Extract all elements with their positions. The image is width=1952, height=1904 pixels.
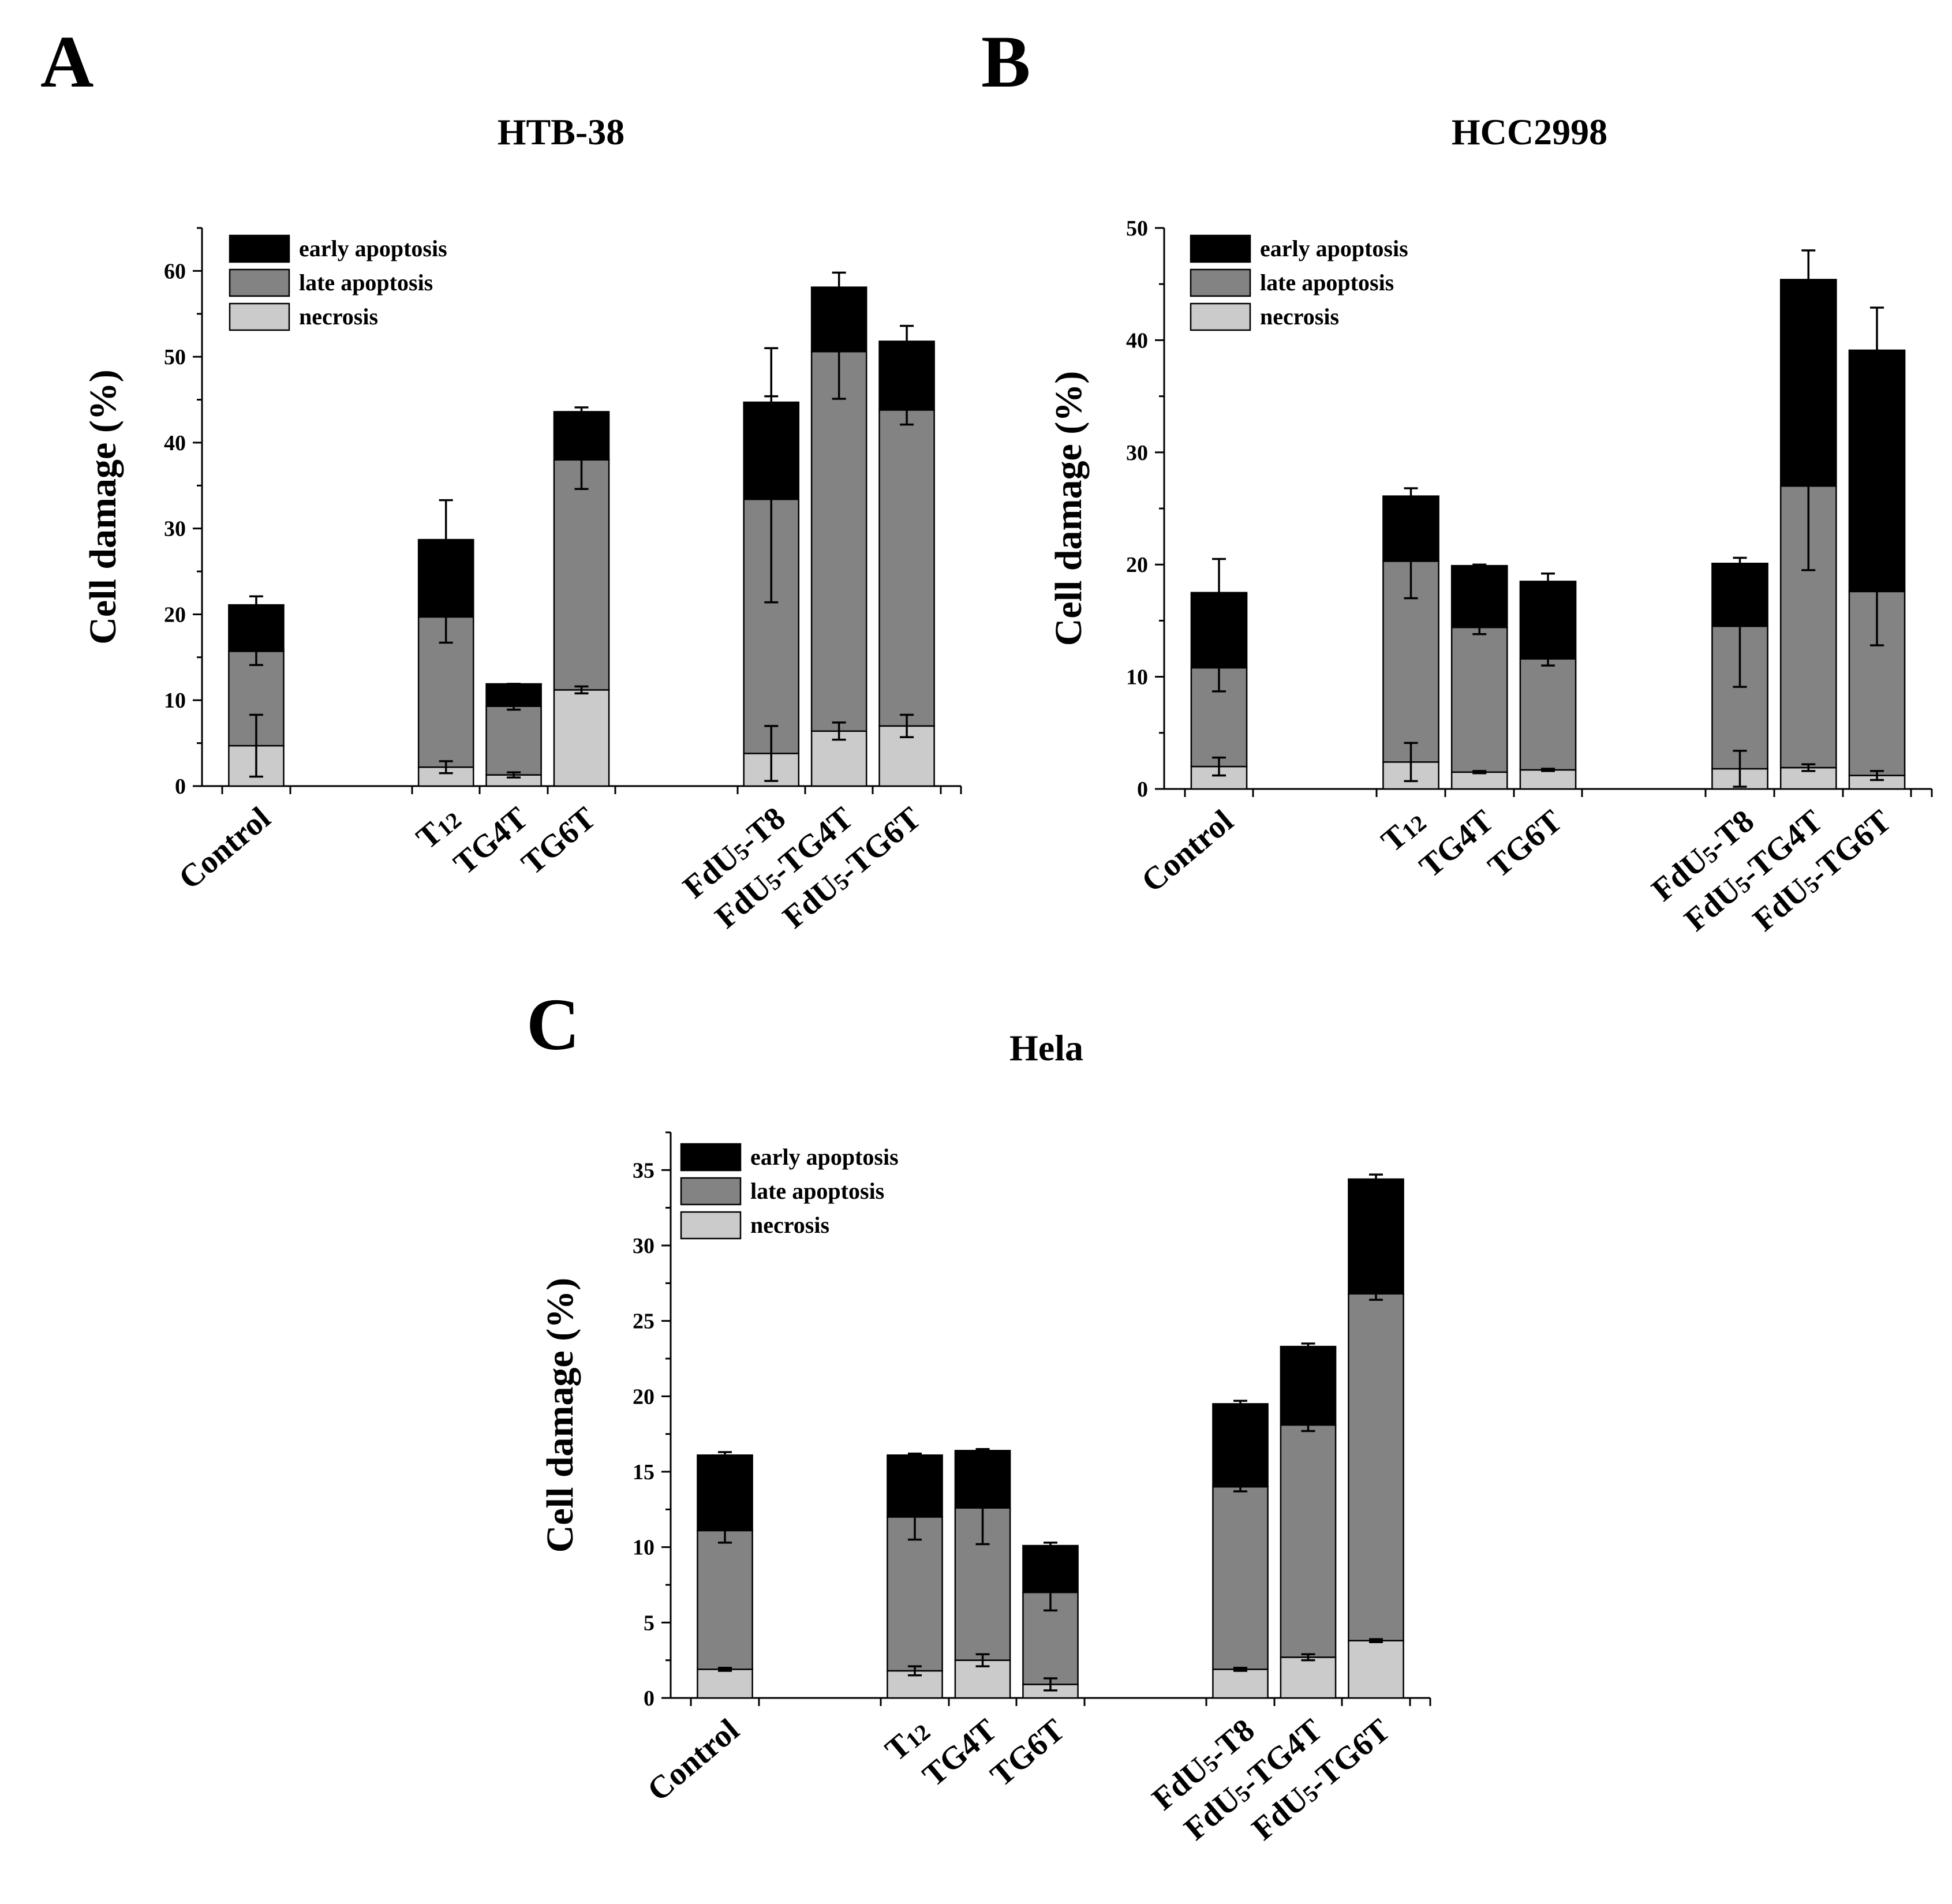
y-tick-label: 0: [175, 775, 186, 799]
legend-label-early-apoptosis: early apoptosis: [1260, 235, 1408, 261]
x-tick-label-tg4t: TG4T: [1413, 803, 1501, 885]
legend-label-early-apoptosis: early apoptosis: [299, 235, 447, 261]
legend-swatch-necrosis: [680, 1211, 742, 1240]
y-tick-label: 10: [633, 1536, 655, 1560]
y-tick-label: 30: [1126, 441, 1148, 465]
x-tick-label-control: Control: [172, 800, 277, 896]
legend-swatch-early-apoptosis: [229, 234, 290, 263]
y-tick-label: 5: [644, 1611, 655, 1635]
y-tick-label: 15: [633, 1460, 655, 1484]
x-tick-label-tg6t: TG6T: [984, 1712, 1071, 1794]
y-tick-label: 50: [164, 345, 186, 369]
y-tick-label: 0: [644, 1686, 655, 1711]
bar-late-apoptosis-fdu5-t8: [743, 498, 800, 754]
x-tick-label-tg4t: TG4T: [447, 800, 535, 882]
chart-hcc2998: HCC2998 Cell damage (%) 0 10 20 30 40 50 Control…: [1048, 111, 1933, 938]
y-tick-label: 35: [633, 1158, 655, 1183]
x-tick-label-tg4t: TG4T: [916, 1712, 1004, 1794]
y-axis-label: Cell damage (%): [1048, 371, 1090, 646]
legend-swatch-necrosis: [229, 302, 290, 331]
chart-title: HTB-38: [498, 111, 625, 152]
bar-late-apoptosis-t12: [887, 1516, 943, 1672]
bar-late-apoptosis-tg6t: [553, 459, 610, 691]
legend-label-necrosis: necrosis: [1260, 304, 1339, 330]
legend-label-late-apoptosis: late apoptosis: [750, 1178, 884, 1204]
bar-late-apoptosis-fdu5-tg6t: [878, 409, 935, 727]
y-axis-label: Cell damage (%): [539, 1278, 581, 1553]
bar-late-apoptosis-fdu5-t8: [1212, 1486, 1269, 1670]
x-tick-label-control: Control: [1135, 803, 1240, 899]
bar-necrosis-tg6t: [1519, 769, 1577, 790]
y-tick-label: 20: [633, 1385, 655, 1409]
y-tick-label: 20: [1126, 553, 1148, 577]
legend-swatch-late-apoptosis: [680, 1177, 742, 1206]
chart-title: HCC2998: [1452, 111, 1607, 152]
legend-label-late-apoptosis: late apoptosis: [299, 270, 433, 295]
legend-swatch-early-apoptosis: [1190, 234, 1251, 263]
x-tick-label-tg6t: TG6T: [515, 800, 603, 882]
y-tick-label: 30: [633, 1234, 655, 1258]
legend-swatch-late-apoptosis: [229, 268, 290, 297]
bar-necrosis-tg4t: [1450, 771, 1508, 790]
y-tick-label: 25: [633, 1310, 655, 1334]
bar-necrosis-fdu5-t8: [1212, 1669, 1269, 1699]
bar-early-apoptosis-fdu5-tg4t: [1280, 1345, 1337, 1426]
bar-late-apoptosis-tg6t: [1519, 658, 1577, 771]
y-tick-label: 10: [164, 689, 186, 713]
bar-late-apoptosis-fdu5-tg4t: [810, 350, 867, 732]
legend-swatch-necrosis: [1190, 302, 1251, 331]
legend-swatch-late-apoptosis: [1190, 268, 1251, 297]
bar-necrosis-tg6t: [553, 689, 610, 787]
bar-necrosis-fdu5-tg6t: [1348, 1640, 1404, 1699]
legend-swatch-early-apoptosis: [680, 1143, 742, 1172]
bar-late-apoptosis-control: [697, 1529, 753, 1670]
x-tick-label-control: Control: [641, 1712, 746, 1808]
legend-label-early-apoptosis: early apoptosis: [750, 1144, 899, 1170]
panel-letter-a: A: [40, 21, 94, 103]
y-tick-label: 50: [1126, 216, 1148, 241]
y-tick-label: 30: [164, 517, 186, 541]
bar-late-apoptosis-fdu5-tg6t: [1348, 1293, 1404, 1641]
chart-hela: Hela Cell damage (%) 0 5 10 15 20 25 30 35 Control…: [539, 1027, 1431, 1847]
y-tick-label: 10: [1126, 665, 1148, 690]
bar-early-apoptosis-fdu5-tg6t: [1348, 1178, 1404, 1295]
bar-necrosis-t12: [417, 766, 474, 787]
x-tick-label-tg6t: TG6T: [1481, 803, 1569, 885]
bar-early-apoptosis-tg4t: [1450, 564, 1508, 629]
chart-htb-38: HTB-38 Cell damage (%) 0 10 20 30 40 50 60 Contro…: [82, 111, 962, 936]
legend-label-necrosis: necrosis: [750, 1212, 829, 1238]
y-tick-label: 60: [164, 259, 186, 283]
bar-necrosis-control: [697, 1669, 753, 1699]
bar-early-apoptosis-fdu5-t8: [1212, 1403, 1269, 1488]
bar-late-apoptosis-tg4t: [485, 705, 542, 776]
bar-early-apoptosis-tg6t: [1519, 581, 1577, 660]
panel-letter-b: B: [981, 21, 1030, 103]
bar-late-apoptosis-tg4t: [1450, 626, 1508, 773]
legend-label-late-apoptosis: late apoptosis: [1260, 270, 1394, 295]
y-tick-label: 40: [1126, 328, 1148, 353]
bar-late-apoptosis-fdu5-tg4t: [1280, 1424, 1337, 1658]
panel-letter-c: C: [526, 983, 579, 1065]
y-tick-label: 0: [1137, 777, 1148, 802]
bar-necrosis-fdu5-tg4t: [1280, 1656, 1337, 1699]
y-tick-label: 40: [164, 431, 186, 455]
legend-label-necrosis: necrosis: [299, 304, 378, 330]
y-axis-label: Cell damage (%): [82, 369, 124, 645]
y-tick-label: 20: [164, 603, 186, 627]
chart-title: Hela: [1009, 1027, 1083, 1068]
